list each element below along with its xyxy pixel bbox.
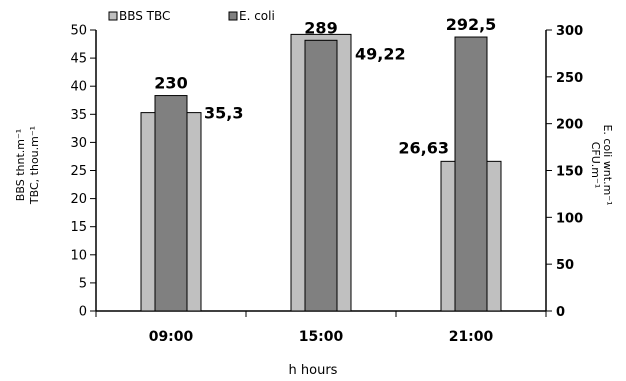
legend-swatch-bbs-tbc: [108, 11, 118, 21]
left-tick-label-30: 30: [70, 136, 87, 151]
left-y-ticks: 0 5 10 15 20 25 30 35 40 45 50: [70, 24, 96, 320]
x-tick-label-2100: 21:00: [449, 329, 494, 345]
right-axis-title-line1: E. coli wnt.m⁻¹: [601, 124, 614, 205]
left-tick-label-45: 45: [70, 52, 87, 67]
left-tick-label-35: 35: [70, 108, 87, 123]
left-tick-label-10: 10: [70, 248, 87, 263]
left-tick-label-25: 25: [70, 164, 87, 179]
left-tick-label-50: 50: [70, 24, 87, 39]
bar-e-coli-0900: [154, 95, 188, 312]
right-tick-label-0: 0: [556, 305, 565, 320]
left-tick-label-15: 15: [70, 220, 87, 235]
legend-label-e-coli: E. coli: [239, 9, 275, 23]
data-label-bbs-tbc-1500: 49,22: [355, 44, 406, 63]
data-label-e-coli-0900: 230: [154, 74, 187, 93]
data-labels: 230 35,3 289 49,22 292,5 26,63: [154, 15, 496, 157]
left-axis-title-line1: BBS thnt.m⁻¹: [14, 129, 27, 201]
bars: [140, 33, 502, 312]
left-axis-title-line2: TBC, thou.m⁻¹: [28, 126, 41, 205]
bar-e-coli-2100: [454, 36, 488, 312]
x-tick-label-0900: 09:00: [149, 329, 194, 345]
data-label-bbs-tbc-2100: 26,63: [398, 138, 449, 157]
right-tick-label-50: 50: [556, 258, 574, 273]
bar-e-coli-1500: [304, 39, 338, 312]
right-tick-label-200: 200: [556, 118, 583, 133]
right-tick-label-150: 150: [556, 165, 583, 180]
data-label-e-coli-2100: 292,5: [446, 15, 497, 34]
left-tick-label-0: 0: [79, 305, 87, 320]
legend-label-bbs-tbc: BBS TBC: [119, 9, 170, 23]
left-tick-label-40: 40: [70, 80, 87, 95]
x-axis-title: h hours: [289, 363, 338, 378]
x-tick-label-1500: 15:00: [299, 329, 344, 345]
data-label-bbs-tbc-0900: 35,3: [204, 104, 243, 123]
legend: BBS TBC E. coli: [108, 9, 275, 23]
x-ticks: 09:00 15:00 21:00: [95, 311, 547, 345]
data-label-e-coli-1500: 289: [304, 18, 337, 37]
right-tick-label-250: 250: [556, 71, 583, 86]
legend-swatch-e-coli: [228, 11, 238, 21]
right-tick-label-300: 300: [556, 24, 583, 39]
left-tick-label-5: 5: [79, 276, 87, 291]
right-y-ticks: 0 50 100 150 200 250 300: [546, 24, 583, 320]
right-axis-title-line2: CFU.m⁻¹: [589, 142, 602, 189]
left-tick-label-20: 20: [70, 192, 87, 207]
right-tick-label-100: 100: [556, 211, 583, 226]
